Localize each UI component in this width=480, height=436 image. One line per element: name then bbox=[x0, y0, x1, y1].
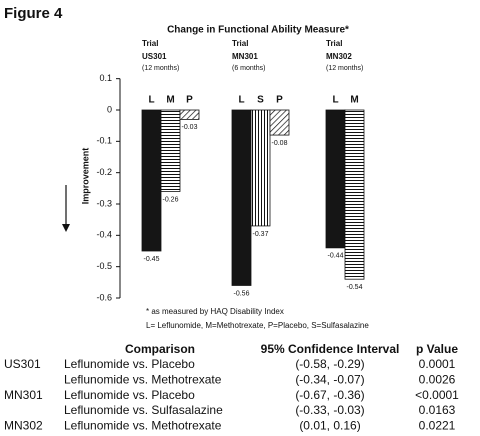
legend: L= Leflunomide, M=Methotrexate, P=Placeb… bbox=[146, 321, 369, 330]
table-cell: (-0.67, -0.36) bbox=[295, 388, 364, 402]
value-label: -0.44 bbox=[328, 253, 344, 260]
table-cell: (-0.34, -0.07) bbox=[295, 372, 364, 386]
y-tick-label: -0.5 bbox=[96, 261, 112, 271]
bar bbox=[179, 109, 200, 120]
bar-letter: M bbox=[350, 95, 358, 106]
y-tick-label: -0.6 bbox=[96, 292, 112, 302]
table-cell: 0.0221 bbox=[419, 418, 456, 432]
table-header: Comparison bbox=[125, 342, 195, 356]
bar-letter: S bbox=[257, 95, 264, 106]
y-tick-label: 0 bbox=[107, 104, 112, 114]
table-cell: MN301 bbox=[4, 388, 43, 402]
trial-name: MN302 bbox=[326, 52, 352, 61]
value-label: -0.37 bbox=[253, 231, 269, 238]
y-tick-label: 0.1 bbox=[99, 73, 112, 83]
table-cell: Leflunomide vs. Methotrexate bbox=[64, 372, 222, 386]
bar bbox=[269, 109, 290, 136]
bar-letter: L bbox=[148, 95, 154, 106]
value-label: -0.56 bbox=[234, 290, 250, 297]
table-cell: (-0.33, -0.03) bbox=[295, 403, 364, 417]
table-cell: US301 bbox=[4, 357, 41, 371]
group-label: Trial bbox=[142, 39, 158, 48]
trial-period: (12 months) bbox=[326, 65, 363, 72]
trial-period: (12 months) bbox=[142, 65, 179, 72]
table-cell: (0.01, 0.16) bbox=[299, 418, 360, 432]
bar bbox=[344, 109, 365, 280]
bar-letter: M bbox=[166, 95, 174, 106]
bar-letter: L bbox=[332, 95, 338, 106]
group-label: Trial bbox=[326, 39, 342, 48]
footnote: * as measured by HAQ Disability Index bbox=[146, 307, 284, 316]
value-label: -0.54 bbox=[347, 284, 363, 291]
table-cell: Leflunomide vs. Sulfasalazine bbox=[64, 403, 223, 417]
bar bbox=[160, 109, 181, 192]
table-cell: 0.0001 bbox=[419, 357, 456, 371]
bar bbox=[231, 109, 252, 286]
bar bbox=[325, 109, 346, 249]
table-cell: 0.0163 bbox=[419, 403, 456, 417]
table-cell: (-0.58, -0.29) bbox=[295, 357, 364, 371]
bar-letter: P bbox=[186, 95, 193, 106]
value-label: -0.26 bbox=[163, 196, 179, 203]
value-label: -0.03 bbox=[182, 124, 198, 131]
y-tick-label: -0.3 bbox=[96, 198, 112, 208]
value-label: -0.08 bbox=[272, 140, 288, 147]
y-axis-label: Improvement bbox=[80, 148, 90, 205]
table-cell: MN302 bbox=[4, 418, 43, 432]
bar-letter: P bbox=[276, 95, 283, 106]
value-label: -0.45 bbox=[144, 256, 160, 263]
trial-name: MN301 bbox=[232, 52, 258, 61]
y-tick-label: -0.4 bbox=[96, 230, 112, 240]
table-header: p Value bbox=[416, 342, 458, 356]
group-label: Trial bbox=[232, 39, 248, 48]
bar bbox=[141, 109, 162, 252]
y-tick-label: -0.1 bbox=[96, 136, 112, 146]
y-tick-label: -0.2 bbox=[96, 167, 112, 177]
table-cell: Leflunomide vs. Placebo bbox=[64, 388, 195, 402]
trial-period: (6 months) bbox=[232, 65, 265, 72]
arrow-head bbox=[62, 224, 70, 232]
trial-name: US301 bbox=[142, 52, 167, 61]
bar bbox=[250, 109, 271, 227]
figure-label: Figure 4 bbox=[4, 5, 63, 22]
table-cell: Leflunomide vs. Placebo bbox=[64, 357, 195, 371]
chart-title: Change in Functional Ability Measure* bbox=[167, 25, 349, 36]
table-header: 95% Confidence Interval bbox=[261, 342, 400, 356]
table-cell: Leflunomide vs. Methotrexate bbox=[64, 418, 222, 432]
table-cell: <0.0001 bbox=[415, 388, 459, 402]
table-cell: 0.0026 bbox=[419, 372, 456, 386]
bar-letter: L bbox=[238, 95, 244, 106]
